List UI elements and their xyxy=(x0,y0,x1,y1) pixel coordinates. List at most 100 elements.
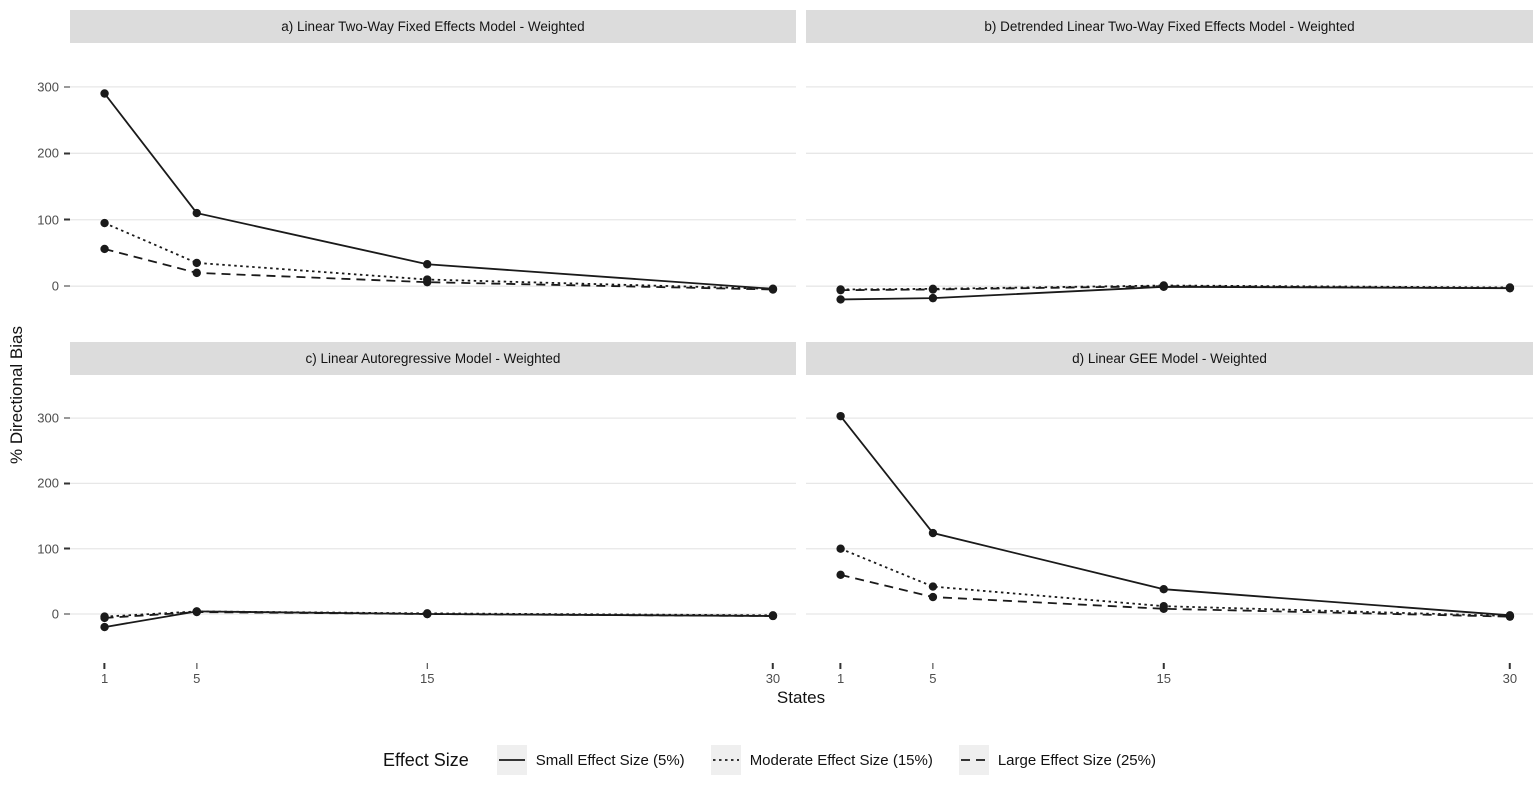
series-line-dotted xyxy=(840,547,1510,617)
series-line-dotted xyxy=(104,222,773,290)
data-point xyxy=(836,285,845,295)
data-point xyxy=(1505,283,1515,293)
x-axis-tick-label: 1 xyxy=(101,663,108,686)
y-axis-tick-label: 0 xyxy=(52,607,70,622)
tick-mark xyxy=(772,663,774,669)
y-axis-tick-label: 0 xyxy=(52,279,70,294)
data-point xyxy=(836,295,845,304)
facet-a-strip: a) Linear Two-Way Fixed Effects Model - … xyxy=(70,10,796,43)
facet-b-strip: b) Detrended Linear Two-Way Fixed Effect… xyxy=(806,10,1533,43)
tick-mark xyxy=(64,547,70,550)
legend-label-small: Small Effect Size (5%) xyxy=(535,751,685,769)
series-line-solid xyxy=(839,415,1510,617)
legend-key-moderate xyxy=(710,745,741,775)
tick-mark xyxy=(64,482,70,485)
data-point xyxy=(100,218,109,228)
data-point xyxy=(423,260,432,269)
x-axis-title: States xyxy=(776,688,826,707)
series-line-dashed xyxy=(104,248,773,291)
data-point xyxy=(836,411,845,421)
data-point xyxy=(928,285,938,294)
y-axis-tick-label: 300 xyxy=(37,79,70,94)
tick-value: 300 xyxy=(37,410,59,426)
legend-label-large: Large Effect Size (25%) xyxy=(997,751,1156,769)
legend-label-moderate: Moderate Effect Size (15%) xyxy=(749,751,933,769)
tick-mark xyxy=(839,663,842,669)
data-point xyxy=(836,570,845,580)
data-point xyxy=(928,293,938,303)
dashed-line-icon xyxy=(960,759,987,761)
tick-value: 100 xyxy=(37,212,59,228)
facet-c-strip: c) Linear Autoregressive Model - Weighte… xyxy=(70,342,796,375)
legend-key-large xyxy=(958,745,989,775)
data-point xyxy=(1505,612,1515,621)
data-point xyxy=(928,592,938,602)
x-axis-tick-label: 15 xyxy=(420,663,434,686)
tick-mark xyxy=(64,417,70,419)
tick-value: 5 xyxy=(193,671,201,686)
legend: Effect Size Small Effect Size (5%) Moder… xyxy=(0,738,1539,782)
tick-mark xyxy=(932,663,934,669)
tick-value: 0 xyxy=(51,606,59,622)
x-axis-tick-label: 5 xyxy=(929,663,937,686)
tick-mark xyxy=(64,86,70,88)
data-point xyxy=(192,607,201,617)
tick-value: 1 xyxy=(836,671,845,686)
tick-value: 200 xyxy=(37,475,59,491)
series-line-dashed xyxy=(840,285,1510,292)
tick-value: 1 xyxy=(100,671,109,686)
tick-value: 300 xyxy=(37,79,59,95)
facet-a-title: a) Linear Two-Way Fixed Effects Model - … xyxy=(281,19,585,34)
y-axis-ticks-bottom-row: 0 100 200 300 xyxy=(0,375,70,663)
facet-b-plot xyxy=(806,43,1533,336)
legend-key-small xyxy=(496,745,527,775)
y-axis-tick-label: 100 xyxy=(37,541,70,556)
data-point xyxy=(100,244,109,254)
data-point xyxy=(768,285,778,294)
data-point xyxy=(1159,585,1168,594)
legend-item-large: Large Effect Size (25%) xyxy=(958,745,1156,775)
series-line-solid xyxy=(103,92,774,290)
tick-mark xyxy=(195,663,198,669)
dotted-line-icon xyxy=(712,759,739,761)
tick-mark xyxy=(103,663,106,669)
tick-value: 5 xyxy=(929,671,937,686)
data-point xyxy=(192,208,201,218)
tick-value: 100 xyxy=(37,541,59,557)
legend-title: Effect Size xyxy=(383,749,469,770)
x-axis-tick-label: 1 xyxy=(837,663,844,686)
data-point xyxy=(100,89,109,98)
facet-d-strip: d) Linear GEE Model - Weighted xyxy=(806,342,1533,375)
data-point xyxy=(100,622,109,632)
data-point xyxy=(1159,281,1168,291)
x-axis-ticks-right: 1 5 15 30 xyxy=(806,663,1533,689)
legend-item-small: Small Effect Size (5%) xyxy=(496,745,685,775)
data-point xyxy=(928,528,938,538)
solid-line-icon xyxy=(498,759,525,761)
x-axis-ticks-left: 1 5 15 30 xyxy=(70,663,796,689)
tick-value: 30 xyxy=(1502,671,1518,686)
x-axis-tick-label: 30 xyxy=(766,663,780,686)
series-line-dashed xyxy=(840,573,1510,618)
legend-item-moderate: Moderate Effect Size (15%) xyxy=(710,745,933,775)
data-point xyxy=(192,268,201,278)
facet-b-title: b) Detrended Linear Two-Way Fixed Effect… xyxy=(984,19,1355,34)
tick-value: 30 xyxy=(765,671,781,686)
data-point xyxy=(100,613,109,623)
facet-d-title: d) Linear GEE Model - Weighted xyxy=(1072,351,1267,366)
tick-mark xyxy=(64,285,70,287)
x-axis-tick-label: 30 xyxy=(1503,663,1517,686)
facet-c-plot xyxy=(70,375,796,663)
y-axis-ticks-top-row: 0 100 200 300 xyxy=(0,43,70,336)
tick-mark xyxy=(1162,663,1165,669)
facet-d-plot xyxy=(806,375,1533,663)
x-axis-tick-label: 5 xyxy=(193,663,200,686)
data-point xyxy=(928,582,938,591)
y-axis-tick-label: 100 xyxy=(37,212,70,227)
tick-mark xyxy=(426,663,428,669)
y-axis-tick-label: 200 xyxy=(37,476,70,491)
data-point xyxy=(423,609,432,619)
data-point xyxy=(423,277,432,287)
tick-value: 200 xyxy=(37,145,59,161)
